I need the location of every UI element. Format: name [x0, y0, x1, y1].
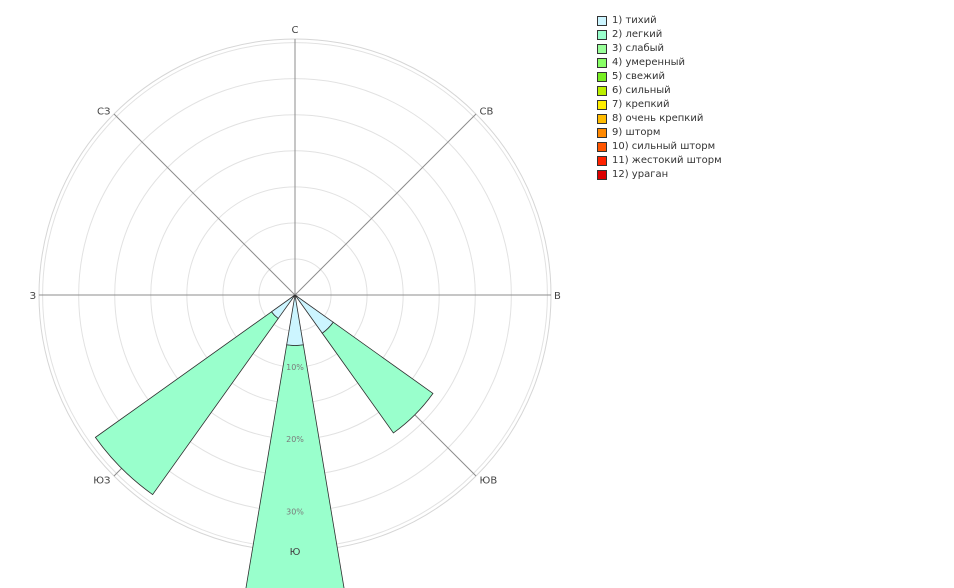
ring-label-10: 10% [286, 363, 304, 372]
legend-item: 5) свежий [597, 70, 722, 84]
legend-label: 7) крепкий [612, 99, 670, 110]
legend-swatch [597, 100, 607, 110]
legend-item: 10) сильный шторм [597, 140, 722, 154]
ring-label-30: 30% [286, 507, 304, 516]
petal-se-series-1 [294, 294, 334, 334]
legend-item: 9) шторм [597, 126, 722, 140]
direction-label-s: Ю [290, 547, 301, 558]
legend-label: 4) умеренный [612, 57, 686, 68]
direction-label-sw: ЮЗ [93, 476, 110, 487]
petal-s-series-1 [286, 294, 304, 346]
spoke-ne [294, 113, 477, 296]
legend-swatch [597, 142, 607, 152]
legend-item: 1) тихий [597, 14, 722, 28]
legend-label: 11) жестокий шторм [612, 155, 722, 166]
petal-sw-series-2 [94, 311, 279, 496]
spoke-nw [113, 113, 296, 296]
legend-item: 7) крепкий [597, 98, 722, 112]
direction-label-n: С [292, 25, 299, 36]
ring-label-20: 20% [286, 435, 304, 444]
legend-swatch [597, 86, 607, 96]
legend-item: 12) ураган [597, 168, 722, 182]
legend: 1) тихий 2) легкий 3) слабый 4) умеренный 5)… [597, 14, 722, 182]
legend-swatch [597, 114, 607, 124]
legend-swatch [597, 44, 607, 54]
legend-item: 2) легкий [597, 28, 722, 42]
direction-labels: С СВ В ЮВ Ю ЮЗ З СЗ [30, 25, 561, 558]
legend-label: 5) свежий [612, 71, 665, 82]
legend-swatch [597, 72, 607, 82]
direction-label-nw: СЗ [97, 106, 110, 117]
legend-swatch [597, 58, 607, 68]
legend-label: 2) легкий [612, 29, 663, 40]
wind-petals [94, 294, 434, 588]
legend-label: 8) очень крепкий [612, 113, 704, 124]
legend-swatch [597, 30, 607, 40]
petal-sw-series-1 [270, 294, 296, 320]
ring-labels: 10% 20% 30% [286, 363, 304, 516]
legend-item: 8) очень крепкий [597, 112, 722, 126]
legend-label: 6) сильный [612, 85, 671, 96]
legend-swatch [597, 156, 607, 166]
legend-item: 6) сильный [597, 84, 722, 98]
legend-swatch [597, 128, 607, 138]
legend-label: 9) шторм [612, 127, 661, 138]
legend-item: 11) жестокий шторм [597, 154, 722, 168]
legend-label: 12) ураган [612, 169, 669, 180]
legend-label: 3) слабый [612, 43, 665, 54]
direction-label-e: В [554, 291, 561, 302]
direction-label-ne: СВ [480, 106, 494, 117]
legend-swatch [597, 170, 607, 180]
legend-item: 4) умеренный [597, 56, 722, 70]
direction-label-w: З [30, 291, 36, 302]
legend-label: 10) сильный шторм [612, 141, 716, 152]
legend-item: 3) слабый [597, 42, 722, 56]
legend-label: 1) тихий [612, 15, 657, 26]
direction-label-se: ЮВ [480, 476, 498, 487]
legend-swatch [597, 16, 607, 26]
